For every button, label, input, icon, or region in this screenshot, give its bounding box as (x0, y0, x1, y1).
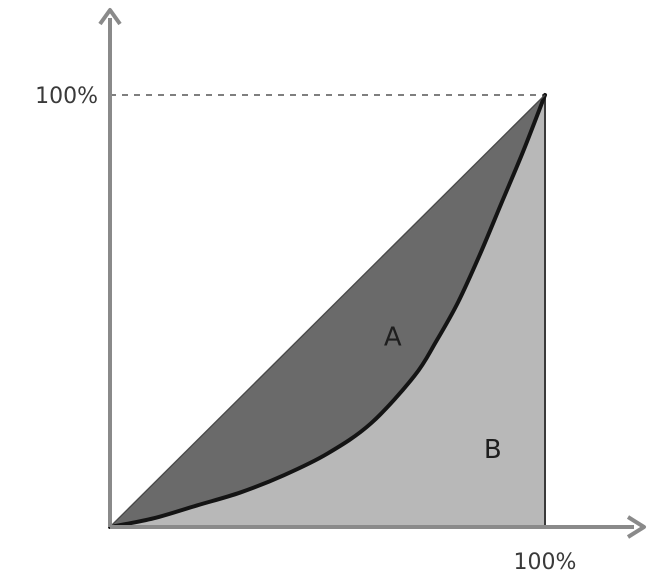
equality-line (109, 94, 546, 528)
lorenz-curve (108, 93, 547, 529)
x-tick-label-100: 100% (514, 550, 577, 575)
axes (98, 8, 646, 539)
y-axis-arrow-icon (98, 8, 122, 26)
x-axis-arrow-icon (626, 515, 646, 539)
area-b (110, 95, 545, 527)
region-label-b: B (484, 435, 502, 465)
y-tick-label-100: 100% (35, 84, 98, 109)
region-label-a: A (384, 323, 402, 353)
